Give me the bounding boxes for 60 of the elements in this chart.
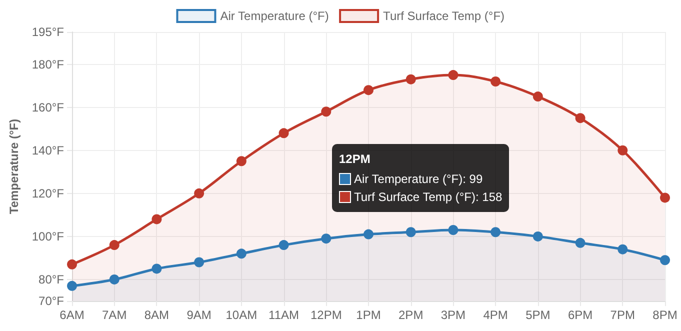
x-tick-label: 6PM [568,308,593,322]
point [236,248,246,259]
x-tick-label: 8PM [652,308,678,322]
point [194,188,204,198]
point [532,92,543,102]
x-tick-label: 8AM [144,308,170,322]
point [660,192,670,203]
x-tick-label: 6AM [60,308,84,322]
y-tick-label: 180°F [32,57,64,72]
point [194,257,204,268]
annotation: Turf Surface Temp (°F): 158 [354,189,502,206]
point [575,238,586,248]
point [278,128,289,138]
point [618,145,628,156]
y-tick-label: 120°F [32,186,64,200]
point [364,229,374,240]
y-tick-label: 80°F [38,272,64,286]
y-tick-label: 140°F [32,143,64,158]
y-tick-label: 195°F [32,25,64,39]
x-tick-label: 10AM [226,308,258,322]
y-axis-title: Temperature (°F) [7,118,21,214]
legend-label: Turf Surface Temp (°F) [383,9,505,23]
point [490,76,501,86]
point [490,227,501,238]
x-tick-label: 9AM [186,308,212,322]
x-tick-label: 11AM [268,308,300,322]
point [67,259,77,270]
point [278,240,289,250]
y-tick-label: 70°F [38,294,64,308]
x-tick-label: 7AM [102,308,127,322]
y-tick-label: 100°F [32,229,64,244]
annotation: Air Temperature (°F): 99 [354,171,483,188]
point [575,113,586,124]
point [448,224,458,235]
point [532,231,543,242]
point [406,227,416,238]
annotation: 12PM [339,151,372,168]
x-tick-label: 2PM [398,308,424,322]
point [109,240,120,250]
x-tick-label: 12PM [310,308,342,322]
tooltip: 12PM Air Temperature (°F): 99 Turf Surface Temp (°F): 158 [332,144,510,212]
point [321,106,332,117]
x-tick-label: 3PM [440,308,466,322]
point [109,274,120,284]
point [448,70,458,80]
point [236,156,246,166]
x-tick-label: 5PM [526,308,550,322]
legend-label: Air Temperature (°F) [220,9,329,23]
point [67,280,77,291]
y-tick-label: 160°F [32,100,64,114]
point [152,264,162,274]
point [406,74,416,84]
x-tick-label: 7PM [610,308,635,322]
point [364,85,374,96]
point [618,244,628,254]
x-tick-label: 1PM [356,308,381,322]
point [321,234,332,244]
point [660,255,670,266]
point [152,214,162,224]
x-tick-label: 4PM [483,308,508,322]
